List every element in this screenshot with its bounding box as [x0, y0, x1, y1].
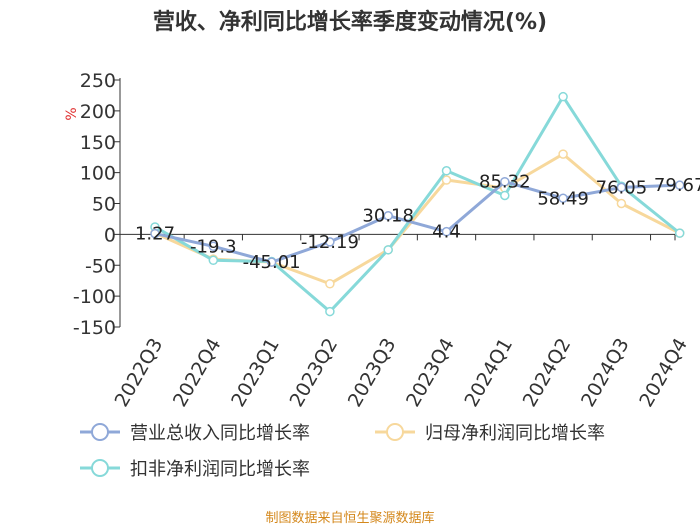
series-line: [154, 152, 681, 286]
series-group: [150, 91, 685, 317]
data-point: [325, 306, 335, 317]
y-tick-label: 250: [80, 70, 116, 92]
data-label: 58.49: [537, 188, 589, 209]
data-point: [208, 241, 219, 252]
y-tick-label: 50: [92, 194, 116, 216]
legend-label: 营业总收入同比增长率: [130, 423, 310, 444]
x-tick-label: 2024Q4: [635, 335, 692, 411]
data-point: [616, 182, 627, 193]
legend-label: 扣非净利润同比增长率: [130, 459, 310, 480]
data-point: [441, 226, 452, 237]
data-label: -12.19: [301, 232, 359, 253]
x-tick-label: 2024Q2: [519, 335, 576, 411]
x-tick-label: 2022Q3: [111, 335, 168, 411]
data-label: -45.01: [243, 252, 301, 273]
y-tick-label: 150: [80, 132, 116, 154]
data-point: [500, 190, 510, 201]
x-tick-label: 2023Q1: [227, 335, 284, 411]
legend-marker: [91, 423, 109, 441]
data-point: [674, 228, 685, 238]
data-label: 76.05: [596, 177, 648, 198]
legend-marker: [91, 459, 109, 477]
x-tick-label: 2022Q4: [169, 335, 226, 411]
data-point: [558, 149, 568, 159]
x-tick-label: 2024Q3: [577, 335, 634, 411]
data-point: [441, 166, 452, 176]
x-tick-label: 2023Q3: [344, 335, 401, 411]
data-label: 1.27: [135, 224, 175, 245]
legend-item: 扣非净利润同比增长率: [80, 459, 310, 480]
y-tick-label: -50: [85, 255, 116, 277]
y-tick-label: -150: [73, 317, 116, 339]
data-label: 4.4: [432, 222, 461, 243]
y-tick-label: -100: [73, 286, 116, 308]
data-point: [208, 255, 219, 266]
data-point: [383, 245, 393, 255]
legend-item: 营业总收入同比增长率: [80, 423, 310, 444]
data-label: 30.18: [362, 206, 414, 227]
data-point: [441, 175, 452, 185]
series-line: [154, 95, 681, 314]
data-point: [150, 228, 160, 239]
x-axis: 2022Q3 2022Q4 2023Q1 2023Q2 2023Q3 2023Q4 2024…: [111, 233, 692, 411]
y-axis: 250 200 150 100 50 0 -50 -100 -150: [73, 70, 121, 339]
data-label: 85.32: [479, 172, 531, 193]
data-point: [616, 198, 627, 209]
legend-item: 归母净利润同比增长率: [375, 423, 605, 444]
data-label: -19.3: [190, 236, 237, 257]
data-label: 79.67: [654, 175, 700, 196]
x-tick-label: 2023Q4: [402, 335, 459, 411]
x-tick-label: 2023Q2: [285, 335, 342, 411]
legend-marker: [386, 423, 404, 441]
data-point: [266, 257, 277, 267]
series-line: [154, 180, 680, 264]
source-note: 制图数据来自恒生聚源数据库: [265, 510, 434, 525]
data-point: [674, 180, 685, 190]
data-point: [500, 176, 510, 187]
legend-label: 归母净利润同比增长率: [425, 423, 605, 444]
data-point: [383, 210, 393, 221]
x-tick-label: 2024Q1: [460, 335, 517, 411]
y-tick-label: 200: [80, 101, 116, 123]
y-axis-unit: %: [64, 107, 80, 120]
data-point: [558, 193, 568, 204]
y-tick-label: 0: [104, 224, 116, 246]
y-tick-label: 100: [80, 163, 116, 185]
data-point: [325, 279, 335, 289]
data-point: [558, 91, 568, 102]
chart-title: 营收、净利同比增长率季度变动情况(%): [153, 9, 547, 35]
data-point: [325, 237, 335, 247]
